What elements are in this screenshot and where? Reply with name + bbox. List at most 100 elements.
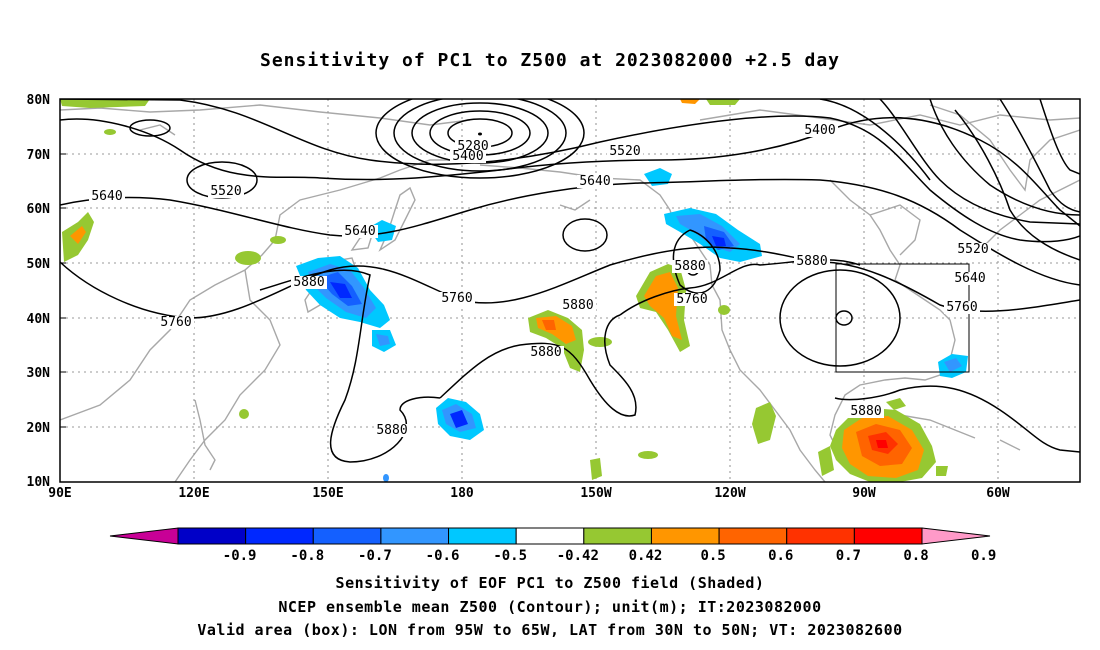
contour-labels: 5280540054005520552055205640564056405640… (89, 123, 991, 438)
positive-sensitivity-area (590, 458, 602, 480)
coastlines (60, 104, 1080, 482)
colorbar-box (515, 527, 585, 545)
contour-label-background (802, 124, 838, 137)
contour-label-background (291, 276, 327, 289)
lat-label: 60N (27, 202, 51, 217)
contour-label: 5760 (676, 292, 707, 307)
contour-label-background (560, 299, 596, 312)
grid-lines (60, 99, 1080, 482)
colorbar-box (380, 527, 450, 545)
positive-sensitivity-area (936, 466, 948, 476)
contour-label: 5880 (674, 259, 705, 274)
contour-label: 5880 (376, 423, 407, 438)
colorbar-box (650, 527, 720, 545)
page-title: Sensitivity of PC1 to Z500 at 2023082000… (259, 50, 840, 71)
positive-sensitivity-area (104, 129, 116, 135)
contour-label-background (450, 150, 486, 163)
contour-label-background (607, 145, 643, 158)
negative-sensitivity-area (644, 168, 672, 186)
lon-label: 150W (580, 486, 611, 501)
colorbar-box (312, 527, 382, 545)
contour-label: 5520 (210, 184, 241, 199)
colorbar-label: -0.5 (493, 548, 527, 564)
negative-sensitivity-area (376, 334, 390, 346)
contour-label: 5640 (579, 174, 610, 189)
lat-label: 70N (27, 148, 51, 163)
negative-sensitivity-area (450, 410, 468, 428)
positive-sensitivity-area (886, 398, 906, 410)
negative-sensitivity-area (712, 236, 726, 246)
contour-label: 5400 (804, 123, 835, 138)
contour-label: 5640 (91, 189, 122, 204)
lat-label: 40N (27, 312, 51, 327)
lon-label: 90W (852, 486, 876, 501)
contour-label: 5880 (850, 404, 881, 419)
colorbar-box (853, 527, 923, 545)
positive-sensitivity-area (706, 99, 740, 105)
contour-label-background (158, 316, 194, 329)
negative-sensitivity-area (330, 282, 352, 298)
contour-label: 5880 (530, 345, 561, 360)
colorbar-label: 0.42 (629, 548, 663, 564)
contour-label-background (439, 292, 475, 305)
map-frame (59, 98, 1081, 483)
caption-valid-area: Valid area (box): LON from 95W to 65W, L… (197, 621, 903, 639)
lat-label: 10N (27, 475, 51, 490)
colorbar-label: 0.8 (903, 548, 928, 564)
contour-label: 5400 (452, 149, 483, 164)
positive-sensitivity-area (235, 251, 261, 265)
negative-sensitivity-area (383, 474, 389, 482)
contour-label: 5880 (293, 275, 324, 290)
colorbar-label: 0.5 (700, 548, 725, 564)
contour-label-background (528, 346, 564, 359)
contour-label-background (577, 175, 613, 188)
lon-label: 90E (48, 486, 71, 501)
lon-labels: 90E 120E 150E 180 150W 120W 90W 60W (48, 486, 1010, 501)
lon-label: 120E (178, 486, 209, 501)
colorbar-label: 0.6 (768, 548, 793, 564)
caption-shaded: Sensitivity of EOF PC1 to Z500 field (Sh… (335, 574, 765, 592)
lon-label: 150E (312, 486, 343, 501)
contour-label-background (342, 225, 378, 238)
contour-label-background (794, 255, 830, 268)
positive-sensitivity-area (542, 320, 556, 330)
contour-label: 5880 (796, 254, 827, 269)
lon-label: 180 (450, 486, 474, 501)
contour-label: 5760 (441, 291, 472, 306)
lat-label: 50N (27, 257, 51, 272)
positive-sensitivity-area (638, 451, 658, 459)
colorbar-box (177, 527, 247, 545)
colorbar-box (448, 527, 517, 545)
colorbar-box (718, 527, 788, 545)
contour-label: 5760 (160, 315, 191, 330)
lat-labels: 80N 70N 60N 50N 40N 30N 20N 10N (27, 93, 51, 490)
positive-sensitivity-area (270, 236, 286, 244)
valid-area-box (835, 263, 970, 373)
contour-label-background (89, 190, 125, 203)
negative-sensitivity-area (944, 358, 962, 372)
positive-sensitivity-area (818, 446, 834, 476)
colorbar-label: 0.7 (836, 548, 861, 564)
contour-label: 5640 (954, 271, 985, 286)
lon-label: 60W (986, 486, 1010, 501)
colorbar-label: -0.9 (223, 548, 257, 564)
positive-sensitivity-area (60, 99, 150, 108)
colorbar-high-extend (921, 527, 991, 545)
sensitivity-shading (60, 99, 968, 482)
contour-label: 5640 (344, 224, 375, 239)
axis-ticks (60, 98, 66, 428)
positive-sensitivity-area (70, 226, 86, 244)
caption-contour: NCEP ensemble mean Z500 (Contour); unit(… (278, 598, 822, 616)
contour-label: 5760 (946, 300, 977, 315)
colorbar-box (245, 527, 314, 545)
positive-sensitivity-area (752, 402, 776, 444)
contour-label-background (208, 185, 244, 198)
contour-label-background (944, 301, 980, 314)
colorbar-label: -0.8 (290, 548, 324, 564)
colorbar-low-extend (109, 527, 179, 545)
contour-label: 5880 (562, 298, 593, 313)
colorbar-label: -0.42 (557, 548, 599, 564)
lat-label: 30N (27, 366, 51, 381)
contour-label: 5520 (957, 242, 988, 257)
